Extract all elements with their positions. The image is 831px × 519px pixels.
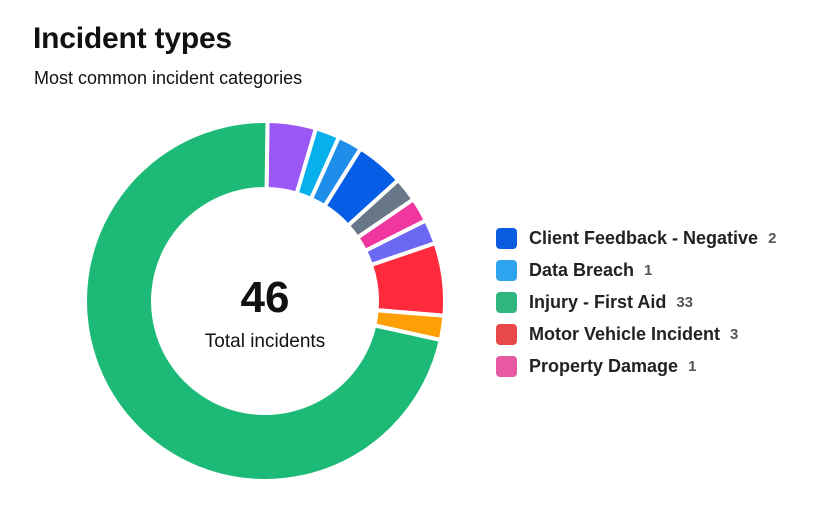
legend-item[interactable]: Property Damage 1 <box>496 350 826 382</box>
legend-swatch <box>496 259 517 281</box>
chart-legend: Client Feedback - Negative 2 Data Breach… <box>496 222 826 382</box>
legend-swatch <box>496 227 517 249</box>
legend-count: 2 <box>768 229 777 247</box>
donut-segments <box>83 119 447 483</box>
chart-title: Incident types <box>33 22 232 55</box>
legend-count: 1 <box>644 261 653 279</box>
total-value: 46 <box>241 273 290 322</box>
legend-swatch <box>496 355 517 377</box>
total-label: Total incidents <box>205 331 325 352</box>
legend-item[interactable]: Injury - First Aid 33 <box>496 286 826 318</box>
legend-label: Property Damage <box>529 355 679 376</box>
legend-label: Motor Vehicle Incident <box>529 323 721 344</box>
legend-item[interactable]: Motor Vehicle Incident 3 <box>496 318 826 350</box>
legend-label: Data Breach <box>529 259 635 280</box>
legend-item[interactable]: Client Feedback - Negative 2 <box>496 222 826 254</box>
chart-subtitle: Most common incident categories <box>34 68 303 88</box>
legend-count: 1 <box>688 357 697 375</box>
donut-chart: 46 Total incidents <box>83 119 447 483</box>
legend-count: 33 <box>676 293 694 311</box>
donut-segment-injury-first-aid[interactable] <box>83 119 443 483</box>
legend-label: Client Feedback - Negative <box>529 227 759 248</box>
legend-item[interactable]: Data Breach 1 <box>496 254 826 286</box>
legend-count: 3 <box>730 325 739 343</box>
legend-swatch <box>496 323 517 345</box>
legend-label: Injury - First Aid <box>529 291 667 312</box>
legend-swatch <box>496 291 517 313</box>
